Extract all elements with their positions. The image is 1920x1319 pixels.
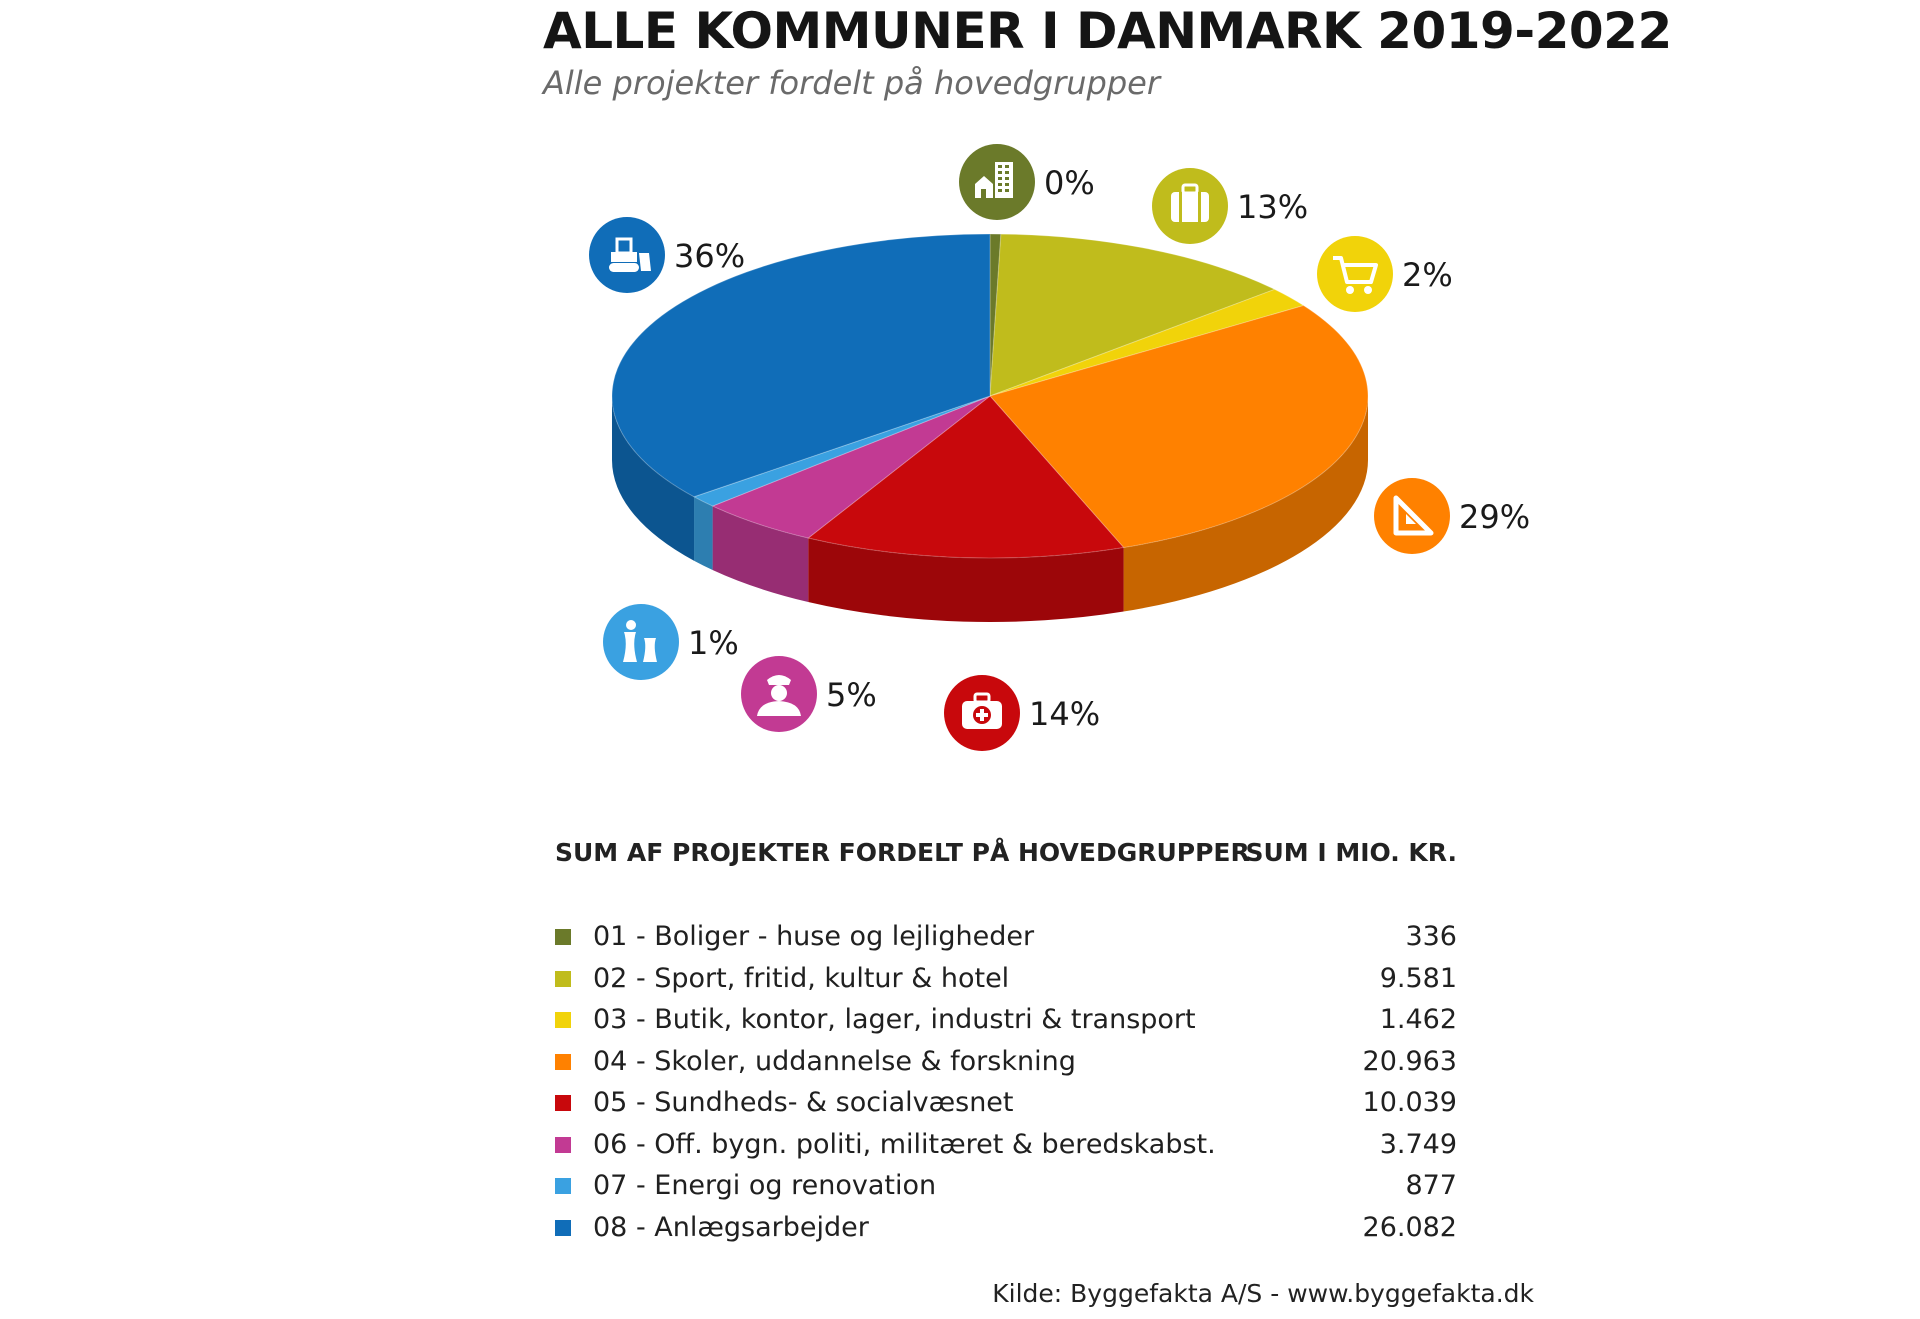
power-plant-icon bbox=[623, 620, 657, 662]
set-square-icon bbox=[1393, 495, 1434, 536]
percent-label: 2% bbox=[1402, 256, 1453, 294]
legend-value: 20.963 bbox=[1362, 1045, 1457, 1077]
legend-value: 3.749 bbox=[1379, 1128, 1457, 1160]
legend-row: 02 - Sport, fritid, kultur & hotel 9.581 bbox=[555, 958, 1457, 1000]
percent-label: 1% bbox=[688, 624, 739, 662]
police-officer-icon bbox=[757, 675, 801, 716]
percent-label: 36% bbox=[674, 237, 745, 275]
percent-label: 0% bbox=[1044, 164, 1095, 202]
percent-label: 29% bbox=[1459, 498, 1530, 536]
legend-row: 08 - Anlægsarbejder 26.082 bbox=[555, 1207, 1457, 1249]
legend-row: 07 - Energi og renovation 877 bbox=[555, 1165, 1457, 1207]
legend-label: 04 - Skoler, uddannelse & forskning bbox=[593, 1045, 1076, 1077]
chart-title: ALLE KOMMUNER I DANMARK 2019-2022 bbox=[543, 2, 1672, 60]
legend-label: 06 - Off. bygn. politi, militæret & bere… bbox=[593, 1128, 1216, 1160]
legend-swatch bbox=[555, 1012, 571, 1028]
legend-swatch bbox=[555, 1053, 571, 1070]
pie-slice bbox=[989, 288, 1305, 397]
pie-slice-side bbox=[808, 538, 1124, 622]
legend-label: 03 - Butik, kontor, lager, industri & tr… bbox=[593, 1004, 1196, 1035]
suitcase-icon bbox=[1171, 183, 1209, 222]
first-aid-kit-icon bbox=[962, 692, 1002, 729]
pie-slice bbox=[989, 233, 1002, 397]
pie-slice bbox=[692, 395, 991, 507]
legend-swatch bbox=[555, 929, 571, 945]
pie-slice-side bbox=[694, 496, 713, 571]
legend-swatch bbox=[555, 1136, 571, 1153]
pie-slice bbox=[989, 233, 1276, 397]
pie-slice bbox=[711, 395, 991, 539]
chart-subtitle: Alle projekter fordelt på hovedgrupper bbox=[543, 64, 1160, 102]
bulldozer-icon bbox=[609, 237, 651, 272]
source-note: Kilde: Byggefakta A/S - www.byggefakta.d… bbox=[992, 1279, 1534, 1308]
legend-swatch bbox=[555, 970, 571, 987]
pie-slice bbox=[989, 304, 1369, 549]
callout-badge bbox=[1317, 236, 1393, 312]
shopping-cart-icon bbox=[1333, 256, 1378, 294]
table-header-groups: SUM AF PROJEKTER FORDELT PÅ HOVEDGRUPPER bbox=[555, 838, 1250, 867]
legend-label: 08 - Anlægsarbejder bbox=[593, 1211, 869, 1243]
legend-swatch bbox=[555, 1178, 571, 1194]
legend-table: 01 - Boliger - huse og lejligheder 336 02 … bbox=[555, 916, 1457, 1248]
legend-row: 06 - Off. bygn. politi, militæret & bere… bbox=[555, 1124, 1457, 1166]
legend-label: 05 - Sundheds- & socialvæsnet bbox=[593, 1087, 1014, 1118]
pie-chart: 0% 13% 2% 29% 14% 5% 1% 36% bbox=[589, 144, 1530, 751]
pie-slice-side bbox=[612, 396, 695, 561]
percent-label: 5% bbox=[826, 676, 877, 714]
legend-label: 01 - Boliger - huse og lejligheder bbox=[593, 921, 1035, 952]
legend-row: 05 - Sundheds- & socialvæsnet 10.039 bbox=[555, 1082, 1457, 1124]
legend-row: 01 - Boliger - huse og lejligheder 336 bbox=[555, 916, 1457, 958]
legend-label: 02 - Sport, fritid, kultur & hotel bbox=[593, 962, 1010, 994]
legend-swatch bbox=[555, 1095, 571, 1111]
legend-row: 04 - Skoler, uddannelse & forskning 20.96… bbox=[555, 1041, 1457, 1083]
percent-label: 13% bbox=[1237, 188, 1308, 226]
legend-label: 07 - Energi og renovation bbox=[593, 1170, 937, 1201]
buildings-icon bbox=[975, 162, 1013, 198]
legend-value: 9.581 bbox=[1379, 962, 1457, 994]
legend-swatch bbox=[555, 1219, 571, 1236]
legend-value: 336 bbox=[1405, 921, 1457, 952]
legend-value: 26.082 bbox=[1362, 1211, 1457, 1243]
table-header-sum: SUM I MIO. KR. bbox=[1245, 838, 1457, 867]
pie-slice bbox=[611, 233, 991, 498]
pie-slice bbox=[807, 395, 1125, 559]
legend-row: 03 - Butik, kontor, lager, industri & tr… bbox=[555, 999, 1457, 1041]
percent-label: 14% bbox=[1029, 695, 1100, 733]
pie-slice-side bbox=[712, 506, 809, 603]
pie-slice-side bbox=[1123, 396, 1368, 612]
callout-badge bbox=[603, 604, 679, 680]
legend-value: 1.462 bbox=[1379, 1004, 1457, 1035]
legend-value: 10.039 bbox=[1362, 1087, 1457, 1118]
legend-value: 877 bbox=[1405, 1170, 1457, 1201]
